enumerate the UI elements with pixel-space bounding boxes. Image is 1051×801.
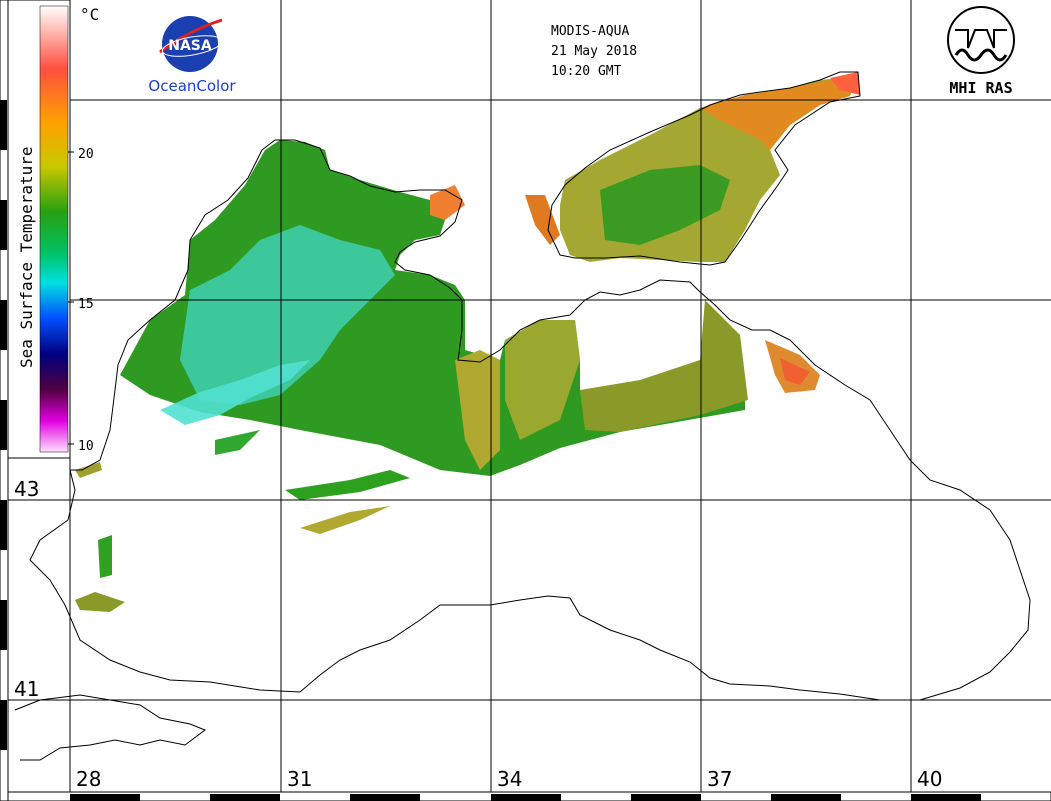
sst-cool-streaks bbox=[160, 360, 310, 425]
coastline-bosphorus bbox=[14, 694, 207, 761]
sst-offshore-streak-4 bbox=[75, 592, 125, 612]
colorbar-unit: °C bbox=[80, 5, 99, 24]
coastline-layer bbox=[14, 71, 1031, 761]
colorbar-tick-10: 10 bbox=[78, 439, 94, 454]
acquisition-header: MODIS-AQUA 21 May 2018 10:20 GMT bbox=[551, 24, 637, 79]
sst-azov-warm-rim bbox=[700, 78, 855, 150]
colorbar-title: Sea Surface Temperature bbox=[17, 146, 36, 368]
sst-crimea-south bbox=[505, 320, 580, 440]
lon-label-34: 34 bbox=[497, 767, 522, 791]
left-scale-ruler bbox=[0, 0, 9, 801]
lon-label-37: 37 bbox=[707, 767, 732, 791]
coastline-black-sea bbox=[29, 139, 1031, 701]
sst-east-hot bbox=[780, 358, 810, 385]
coordinate-labels: 43 41 28 31 34 37 40 bbox=[14, 477, 942, 791]
mhi-emblem-icon bbox=[947, 6, 1015, 74]
lon-label-28: 28 bbox=[76, 767, 101, 791]
sst-crimea-west bbox=[455, 350, 500, 470]
sst-offshore-streak-2 bbox=[300, 506, 390, 534]
sst-kerch-strip bbox=[580, 300, 748, 432]
coastline-azov bbox=[547, 71, 861, 266]
colorbar-tick-20: 20 bbox=[78, 147, 94, 162]
sst-data-layer bbox=[75, 72, 860, 612]
mhi-ras-text: MHI RAS bbox=[949, 79, 1012, 97]
sst-dnieper-warm bbox=[430, 185, 465, 220]
sst-taganrog-hot bbox=[830, 72, 860, 95]
sst-offshore-streak-6 bbox=[215, 430, 260, 455]
nasa-logo: NASA OceanColor bbox=[148, 16, 236, 95]
acquisition-time: 10:20 GMT bbox=[551, 64, 622, 79]
sst-offshore-streak-3 bbox=[75, 462, 102, 478]
sst-cool-core bbox=[180, 225, 395, 405]
nasa-logo-text: NASA bbox=[168, 38, 212, 54]
colorbar-panel: °C 20 15 10 Sea Surface Temperature bbox=[7, 0, 99, 459]
lat-label-41: 41 bbox=[14, 677, 39, 701]
nasa-meatball-icon bbox=[162, 16, 218, 72]
mhi-ras-logo: MHI RAS bbox=[947, 6, 1015, 97]
satellite-name: MODIS-AQUA bbox=[551, 24, 629, 39]
lon-label-31: 31 bbox=[287, 767, 312, 791]
sst-offshore-streak-1 bbox=[285, 470, 410, 500]
lat-label-43: 43 bbox=[14, 477, 39, 501]
bottom-scale-ruler bbox=[0, 791, 1051, 801]
colorbar-tick-15: 15 bbox=[78, 297, 94, 312]
sst-sivash bbox=[525, 195, 560, 245]
colorbar-gradient bbox=[39, 5, 69, 453]
sst-offshore-streak-5 bbox=[98, 535, 112, 578]
lon-label-40: 40 bbox=[917, 767, 942, 791]
acquisition-date: 21 May 2018 bbox=[551, 44, 637, 59]
sst-azov-green bbox=[600, 165, 730, 245]
oceancolor-text: OceanColor bbox=[148, 77, 236, 95]
